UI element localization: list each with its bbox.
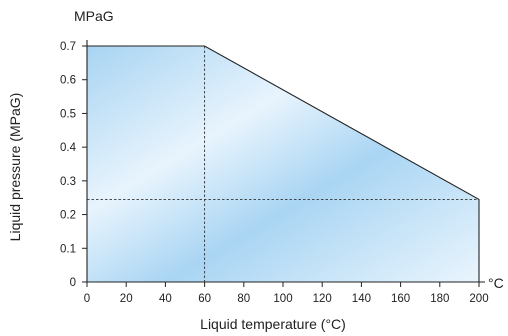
y-tick-label: 0.1 <box>60 243 76 255</box>
y-tick-label: 0.3 <box>60 176 76 188</box>
y-tick-label: 0.2 <box>60 210 76 222</box>
x-tick-label: 0 <box>84 293 90 305</box>
reference-lines <box>87 46 479 282</box>
x-tick-label: 20 <box>120 293 133 305</box>
y-axis-ticks: 0 0.1 0.2 0.3 0.4 0.5 0.6 0.7 <box>60 41 87 289</box>
operating-region-fill <box>87 46 479 282</box>
x-tick-label: 200 <box>469 293 488 305</box>
x-tick-label: 180 <box>430 293 449 305</box>
y-tick-label: 0.6 <box>60 75 76 87</box>
x-tick-label: 60 <box>198 293 211 305</box>
operating-limit-line <box>87 45 480 282</box>
x-axis-unit: °C <box>488 275 504 291</box>
y-tick-label: 0.7 <box>60 41 76 53</box>
x-tick-label: 40 <box>159 293 172 305</box>
x-tick-label: 120 <box>313 293 332 305</box>
x-tick-label: 160 <box>391 293 410 305</box>
x-axis-title: Liquid temperature (°C) <box>200 316 346 332</box>
y-axis-title: Liquid pressure (MPaG) <box>7 93 23 242</box>
y-axis-unit: MPaG <box>74 8 114 24</box>
y-tick-label: 0.5 <box>60 108 76 120</box>
x-tick-label: 140 <box>352 293 371 305</box>
y-tick-label: 0 <box>70 277 76 289</box>
x-axis-ticks: 0 20 40 60 80 100 120 140 160 180 200 <box>84 282 489 305</box>
plot-area <box>87 45 480 282</box>
axes <box>86 40 485 283</box>
x-tick-label: 80 <box>237 293 250 305</box>
x-tick-label: 100 <box>273 293 292 305</box>
y-tick-label: 0.4 <box>60 142 77 154</box>
